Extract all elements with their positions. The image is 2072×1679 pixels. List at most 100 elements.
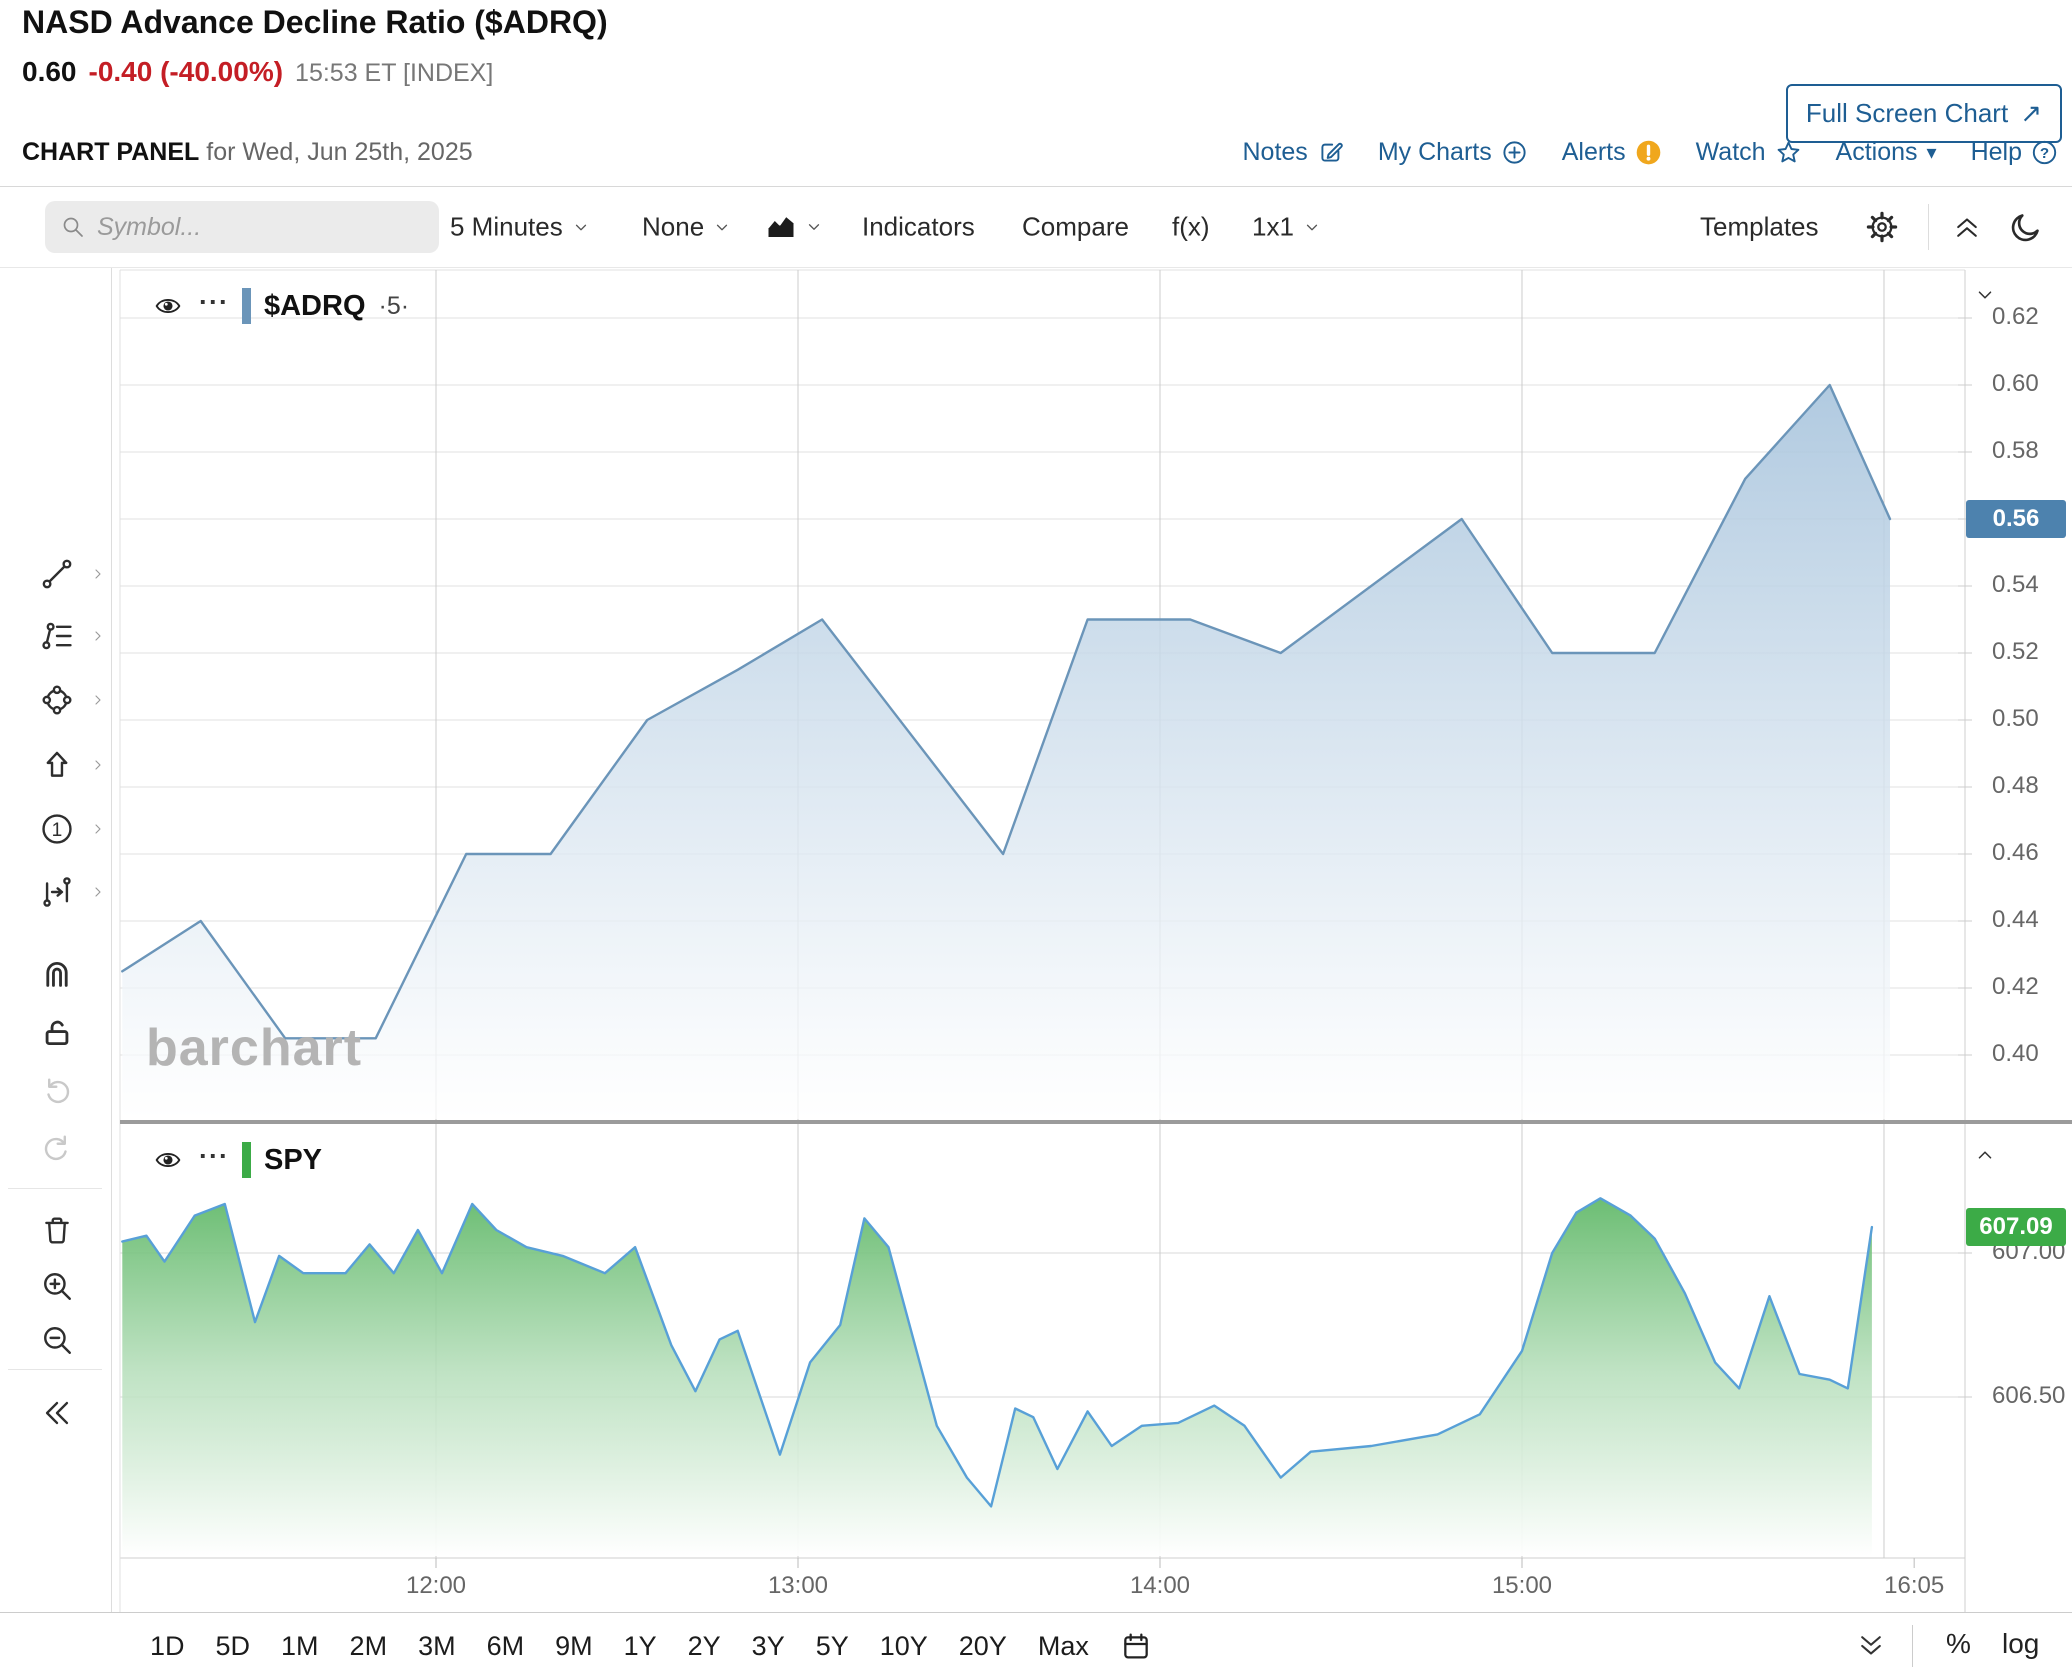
chevron-down-icon: [1303, 218, 1321, 236]
search-input[interactable]: [95, 211, 369, 243]
period-button-1m[interactable]: 1M: [281, 1630, 319, 1661]
annotation-tool-button[interactable]: [40, 812, 74, 846]
plus-circle-icon: [1501, 139, 1528, 166]
period-button-1y[interactable]: 1Y: [623, 1630, 657, 1661]
period-button-20y[interactable]: 20Y: [958, 1630, 1007, 1661]
spy-legend: ··· SPY: [150, 1140, 323, 1178]
zoom-out-button[interactable]: [40, 1323, 74, 1357]
redo-button[interactable]: [40, 1131, 74, 1165]
shapes-tool-button[interactable]: [40, 683, 74, 717]
chevron-down-icon: [572, 218, 590, 236]
period-button-3m[interactable]: 3M: [418, 1630, 456, 1661]
notes-link[interactable]: Notes: [1243, 138, 1344, 167]
drawing-tools-dropdown[interactable]: None: [642, 212, 731, 243]
star-icon: [1775, 139, 1802, 166]
period-button-max[interactable]: Max: [1037, 1630, 1089, 1661]
legend-menu-dots[interactable]: ···: [199, 286, 229, 317]
collapse-sidebar-button[interactable]: [40, 1396, 74, 1430]
log-scale-button[interactable]: log: [2002, 1628, 2040, 1659]
x-axis-label: 13:00: [767, 1572, 829, 1599]
period-button-2y[interactable]: 2Y: [687, 1630, 721, 1661]
y-axis-label: 0.52: [1992, 638, 2039, 665]
calendar-icon[interactable]: [1120, 1630, 1152, 1662]
measure-tool-button[interactable]: [40, 875, 74, 909]
alerts-link[interactable]: Alerts: [1562, 138, 1662, 167]
dark-mode-toggle[interactable]: [2010, 211, 2042, 243]
y-axis-label: 0.50: [1992, 705, 2039, 732]
period-button-5y[interactable]: 5Y: [815, 1630, 849, 1661]
spy-color-bar: [241, 1142, 251, 1178]
collapse-pane-chevron-down-icon[interactable]: [1974, 284, 1996, 306]
chevron-right-icon[interactable]: [90, 757, 106, 773]
period-buttons: 1D 5D 1M 2M 3M 6M 9M 1Y 2Y 3Y 5Y 10Y 20Y Max: [150, 1613, 1152, 1679]
period-button-10y[interactable]: 10Y: [879, 1630, 928, 1661]
magnet-snap-button[interactable]: [40, 957, 74, 991]
y-axis-label: 606.50: [1992, 1382, 2066, 1409]
chevron-right-icon[interactable]: [90, 628, 106, 644]
area-chart-type-icon: [766, 212, 796, 242]
y-axis-label: 0.54: [1992, 571, 2039, 598]
symbol-search[interactable]: [45, 201, 439, 253]
collapse-bottom-chevron-double-down-icon[interactable]: [1856, 1631, 1886, 1661]
period-button-5d[interactable]: 5D: [215, 1630, 251, 1661]
actions-link[interactable]: Actions ▾: [1835, 138, 1937, 166]
price-change: -0.40 (-40.00%): [88, 56, 284, 87]
undo-button[interactable]: [40, 1074, 74, 1108]
my-charts-link[interactable]: My Charts: [1378, 138, 1528, 167]
chart-toolbar: 5 Minutes None Indicators Compare f(x) 1…: [0, 187, 2072, 268]
chevron-right-icon[interactable]: [90, 566, 106, 582]
arrow-marker-tool-button[interactable]: [40, 748, 74, 782]
alert-circle-icon: [1635, 139, 1662, 166]
sidebar-divider: [8, 1188, 102, 1189]
zoom-in-button[interactable]: [40, 1269, 74, 1303]
spy-symbol-label: SPY: [263, 1143, 323, 1176]
percent-scale-button[interactable]: %: [1946, 1628, 1971, 1659]
help-link[interactable]: Help: [1971, 138, 2058, 167]
period-button-6m[interactable]: 6M: [486, 1630, 525, 1661]
arrow-up-right-icon: ↗: [2020, 98, 2042, 128]
legend-menu-dots[interactable]: ···: [199, 1140, 229, 1171]
header-divider: [0, 186, 2072, 187]
toolbar-divider: [1928, 204, 1929, 250]
chart-type-dropdown[interactable]: [766, 212, 823, 242]
period-button-2m[interactable]: 2M: [349, 1630, 388, 1661]
spy-last-price-badge: 607.09: [1966, 1208, 2066, 1247]
indicators-button[interactable]: Indicators: [862, 211, 975, 242]
grid-layout-dropdown[interactable]: 1x1: [1252, 212, 1321, 243]
y-axis-label: 0.60: [1992, 370, 2039, 397]
quote-time: 15:53 ET [INDEX]: [295, 59, 494, 87]
chevron-down-icon: [713, 218, 731, 236]
chevron-down-icon: [805, 218, 823, 236]
caret-down-icon: ▾: [1926, 142, 1937, 164]
bottom-divider: [1912, 1625, 1913, 1667]
chevron-right-icon[interactable]: [90, 692, 106, 708]
templates-button[interactable]: Templates: [1700, 211, 1819, 242]
adrq-color-bar: [241, 288, 251, 324]
frequency-dropdown[interactable]: 5 Minutes: [450, 212, 590, 243]
period-button-1d[interactable]: 1D: [150, 1630, 185, 1661]
period-button-3y[interactable]: 3Y: [751, 1630, 785, 1661]
compare-button[interactable]: Compare: [1022, 211, 1129, 242]
fibonacci-tool-button[interactable]: [40, 619, 74, 653]
trendline-tool-button[interactable]: [40, 557, 74, 591]
y-axis-label: 0.44: [1992, 906, 2039, 933]
chevron-right-icon[interactable]: [90, 821, 106, 837]
lock-drawings-button[interactable]: [40, 1016, 74, 1050]
moon-icon: [2010, 211, 2042, 243]
period-toolbar: 1D 5D 1M 2M 3M 6M 9M 1Y 2Y 3Y 5Y 10Y 20Y Max % log: [0, 1612, 2072, 1679]
x-axis-label: 12:00: [405, 1572, 467, 1599]
collapse-toolbar-button[interactable]: [1952, 212, 1982, 242]
pencil-square-icon: [1317, 139, 1344, 166]
fx-button[interactable]: f(x): [1172, 211, 1210, 242]
expand-pane-chevron-up-icon[interactable]: [1974, 1144, 1996, 1166]
chevron-right-icon[interactable]: [90, 884, 106, 900]
period-button-9m[interactable]: 9M: [555, 1630, 593, 1661]
delete-drawings-button[interactable]: [40, 1213, 74, 1247]
settings-button[interactable]: [1866, 211, 1898, 243]
eye-icon[interactable]: [150, 293, 186, 319]
watch-link[interactable]: Watch: [1696, 138, 1802, 167]
adrq-legend: ··· $ADRQ ·5·: [150, 286, 409, 324]
last-price: 0.60: [22, 56, 77, 87]
eye-icon[interactable]: [150, 1147, 186, 1173]
full-screen-chart-button[interactable]: Full Screen Chart ↗: [1785, 84, 2062, 143]
